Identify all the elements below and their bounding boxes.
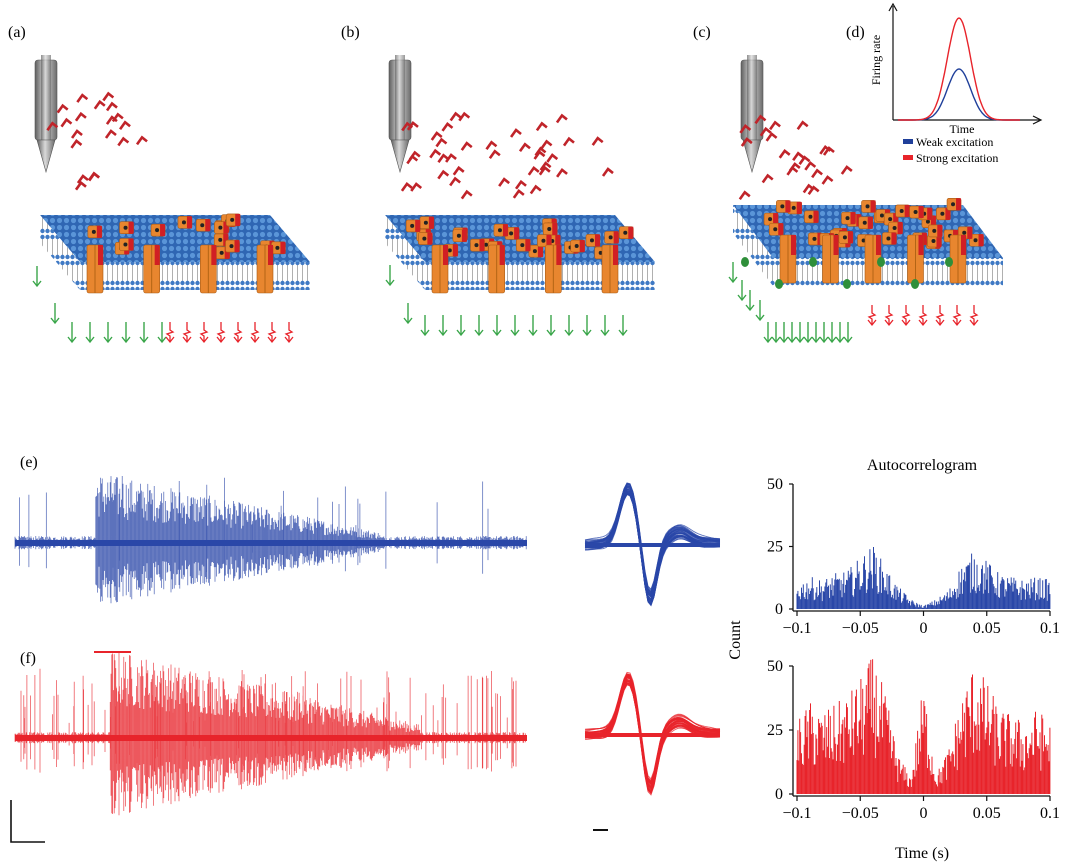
waveform-line <box>584 489 721 599</box>
waveform-line <box>584 682 721 796</box>
acg-y-tick-label: 25 <box>767 539 783 556</box>
firing-curve-weak <box>898 68 1020 121</box>
acg-x-tick-label: 0 <box>920 805 928 822</box>
electrode-icon <box>34 54 58 173</box>
x-axis-label: Time <box>950 122 975 136</box>
schematic-c <box>728 54 1003 343</box>
acg-x-tick-label: 0.1 <box>1040 620 1060 637</box>
neurotransmitter-icon <box>46 92 149 191</box>
acg-x-tick-label: 0.1 <box>1040 805 1060 822</box>
panel-label-c: (c) <box>693 24 711 41</box>
waveform-overlay-strong <box>584 671 721 796</box>
acg-y-tick-label: 0 <box>775 786 783 803</box>
scale-bar <box>10 800 45 843</box>
autocorrelogram-weak: 0 25 50 −0.1 −0.05 0 0.05 0.1 <box>767 476 1060 637</box>
schematic-a <box>32 54 310 343</box>
legend-swatch-strong <box>903 155 913 160</box>
acg-x-tick-label: 0.05 <box>973 805 1001 822</box>
y-axis-label: Firing rate <box>869 35 883 85</box>
firing-curve-strong <box>898 17 1020 121</box>
waveform-line <box>584 488 721 601</box>
acg-y-tick-label: 50 <box>767 476 783 493</box>
trace-strong <box>14 652 527 816</box>
legend-swatch-weak <box>903 139 913 144</box>
trace-weak <box>14 476 527 604</box>
membrane-icon <box>40 215 310 262</box>
acg-x-tick-label: 0 <box>920 620 928 637</box>
panel-label-b: (b) <box>341 24 360 41</box>
acg-y-tick-label: 50 <box>767 658 783 675</box>
acg-x-tick-label: −0.05 <box>842 620 879 637</box>
legend-label-weak: Weak excitation <box>916 135 993 149</box>
time-label: Time (s) <box>895 845 949 862</box>
panel-label-a: (a) <box>8 24 26 41</box>
acg-y-tick-label: 25 <box>767 722 783 739</box>
acg-y-tick-label: 0 <box>775 601 783 618</box>
legend-label-strong: Strong excitation <box>916 151 998 165</box>
acg-x-tick-label: −0.1 <box>782 805 811 822</box>
panel-label-d: (d) <box>846 24 865 41</box>
waveform-line <box>584 482 721 594</box>
panel-label-f: (f) <box>20 650 36 667</box>
acg-x-tick-label: −0.1 <box>782 620 811 637</box>
firing-rate-chart: Firing rate Time Weak excitation Strong … <box>869 2 1043 165</box>
panel-label-e: (e) <box>20 454 38 471</box>
schematic-b <box>385 54 655 336</box>
autocorrelogram-title: Autocorrelogram <box>867 457 978 474</box>
acg-x-tick-label: 0.05 <box>973 620 1001 637</box>
waveform-line <box>584 676 721 788</box>
waveform-overlay-weak <box>584 482 721 607</box>
trace-path <box>14 652 527 816</box>
count-label: Count <box>727 620 744 660</box>
trace-path <box>14 476 527 604</box>
acg-x-tick-label: −0.05 <box>842 805 879 822</box>
autocorrelogram-strong: 0 25 50 −0.1 −0.05 0 0.05 0.1 <box>767 658 1060 822</box>
